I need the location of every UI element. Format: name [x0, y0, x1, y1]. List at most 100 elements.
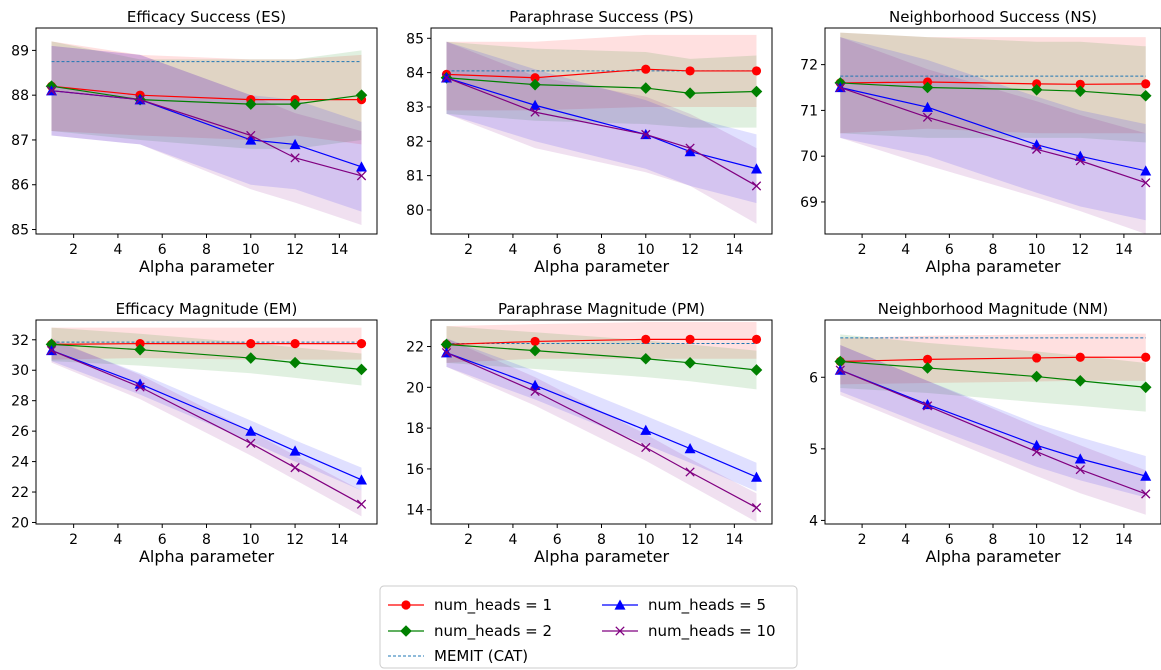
- data-point-h2-3: [1074, 375, 1087, 387]
- data-point-h5-2: [245, 425, 257, 436]
- data-point-h10-4: [356, 171, 367, 181]
- x-axis-label: Alpha parameter: [925, 547, 1060, 566]
- plot-area: [45, 41, 368, 226]
- data-point-h1-2: [1032, 79, 1042, 89]
- legend-label: num_heads = 1: [434, 596, 552, 615]
- x-tick-label: 10: [242, 242, 260, 258]
- x-tick-label: 6: [945, 242, 954, 258]
- x-tick-label: 4: [113, 532, 122, 548]
- x-axis-label: Alpha parameter: [534, 257, 669, 276]
- data-point-h5-4: [356, 161, 367, 172]
- confidence-band-h2: [446, 41, 757, 128]
- confidence-band-h10: [446, 41, 757, 224]
- y-tick-label: 86: [11, 178, 29, 194]
- x-tick-label: 10: [1028, 242, 1046, 258]
- y-tick-label: 20: [11, 515, 29, 531]
- x-tick-label: 2: [69, 242, 78, 258]
- data-point-h1-2: [1032, 353, 1042, 363]
- x-tick-label: 4: [901, 242, 910, 258]
- y-tick-label: 14: [406, 503, 424, 519]
- y-tick-label: 5: [809, 442, 818, 458]
- data-point-h10-1: [135, 382, 145, 392]
- x-tick-label: 8: [202, 532, 211, 548]
- data-point-h10-4: [751, 503, 762, 513]
- chart-title: Neighborhood Success (NS): [889, 8, 1097, 26]
- data-point-h5-3: [1074, 453, 1086, 464]
- confidence-band-h1: [51, 41, 362, 145]
- x-tick-label: 2: [464, 532, 473, 548]
- confidence-band-h5: [446, 338, 757, 492]
- data-point-h5-4: [1140, 165, 1152, 176]
- y-tick-label: 69: [800, 195, 818, 211]
- y-tick-label: 82: [406, 134, 424, 150]
- chart-panel-5: 2 4 6 8 10 12 14 14 16 18 20 22 Paraphrase Magnitude…: [406, 300, 773, 566]
- data-point-h1-4: [356, 338, 367, 349]
- x-tick-label: 8: [989, 532, 998, 548]
- chart-title: Paraphrase Magnitude (PM): [498, 300, 705, 318]
- y-tick-label: 85: [11, 223, 29, 239]
- x-tick-label: 6: [158, 532, 167, 548]
- x-tick-label: 2: [858, 532, 867, 548]
- confidence-band-h5: [840, 345, 1146, 498]
- data-point-h10-3: [290, 463, 300, 473]
- x-tick-label: 6: [553, 242, 562, 258]
- x-tick-label: 2: [858, 242, 867, 258]
- data-point-h2-2: [244, 98, 257, 110]
- data-point-h2-3: [1074, 85, 1087, 97]
- x-tick-label: 12: [1071, 532, 1089, 548]
- data-point-h5-4: [751, 163, 762, 174]
- x-tick-label: 6: [158, 242, 167, 258]
- data-point-h2-4: [355, 363, 368, 376]
- data-point-h10-0: [46, 345, 57, 356]
- data-point-h2-2: [244, 352, 257, 364]
- data-point-h1-4: [1141, 352, 1151, 362]
- legend-swatch-marker: [401, 600, 411, 610]
- data-point-h10-4: [1141, 489, 1151, 499]
- data-point-h2-0: [440, 338, 453, 351]
- data-point-h5-4: [356, 474, 367, 485]
- y-tick-label: 81: [406, 169, 424, 185]
- data-point-h10-0: [835, 82, 845, 93]
- y-tick-label: 72: [800, 58, 818, 74]
- x-tick-label: 4: [508, 242, 517, 258]
- x-tick-label: 14: [330, 242, 348, 258]
- x-tick-label: 4: [113, 242, 122, 258]
- x-tick-label: 10: [1028, 532, 1046, 548]
- x-tick-label: 12: [286, 242, 304, 258]
- chart-title: Paraphrase Success (PS): [509, 8, 694, 26]
- legend-label: MEMIT (CAT): [434, 647, 528, 665]
- x-tick-label: 14: [330, 532, 348, 548]
- data-point-h1-1: [530, 73, 540, 83]
- data-point-h1-3: [685, 66, 695, 76]
- y-tick-label: 84: [406, 66, 424, 82]
- chart-panel-2: 2 4 6 8 10 12 14 80 81 82 83 84 85 Paraphrase Success…: [406, 8, 773, 276]
- legend-entry-h10: num_heads = 10: [602, 622, 776, 641]
- data-point-h10-1: [135, 94, 145, 105]
- plot-area: [45, 327, 368, 517]
- data-point-h10-2: [641, 442, 651, 453]
- data-point-h10-3: [1075, 156, 1085, 166]
- plot-area: [440, 322, 763, 522]
- data-point-h10-3: [1075, 464, 1085, 475]
- legend-swatch-marker: [615, 626, 625, 636]
- chart-panel-3: 2 4 6 8 10 12 14 69 70 71 72 Neighborhood Success (…: [800, 8, 1161, 276]
- data-point-h2-0: [45, 338, 58, 351]
- x-axis-label: Alpha parameter: [139, 257, 274, 276]
- data-point-h5-3: [684, 443, 696, 454]
- data-point-h10-1: [922, 401, 933, 411]
- data-point-h1-4: [1141, 79, 1151, 89]
- data-point-h10-0: [441, 347, 452, 358]
- data-point-h5-3: [684, 146, 696, 157]
- y-tick-label: 22: [406, 340, 424, 356]
- confidence-band-h5: [840, 37, 1146, 221]
- data-point-h1-3: [1075, 79, 1085, 89]
- x-tick-label: 14: [1115, 242, 1133, 258]
- data-point-h2-0: [834, 355, 847, 368]
- data-point-h10-0: [46, 86, 57, 96]
- data-point-h1-4: [751, 66, 762, 76]
- y-tick-label: 6: [809, 370, 818, 386]
- y-tick-label: 4: [809, 513, 818, 529]
- data-point-h5-2: [245, 134, 257, 145]
- legend-label: num_heads = 5: [648, 596, 766, 615]
